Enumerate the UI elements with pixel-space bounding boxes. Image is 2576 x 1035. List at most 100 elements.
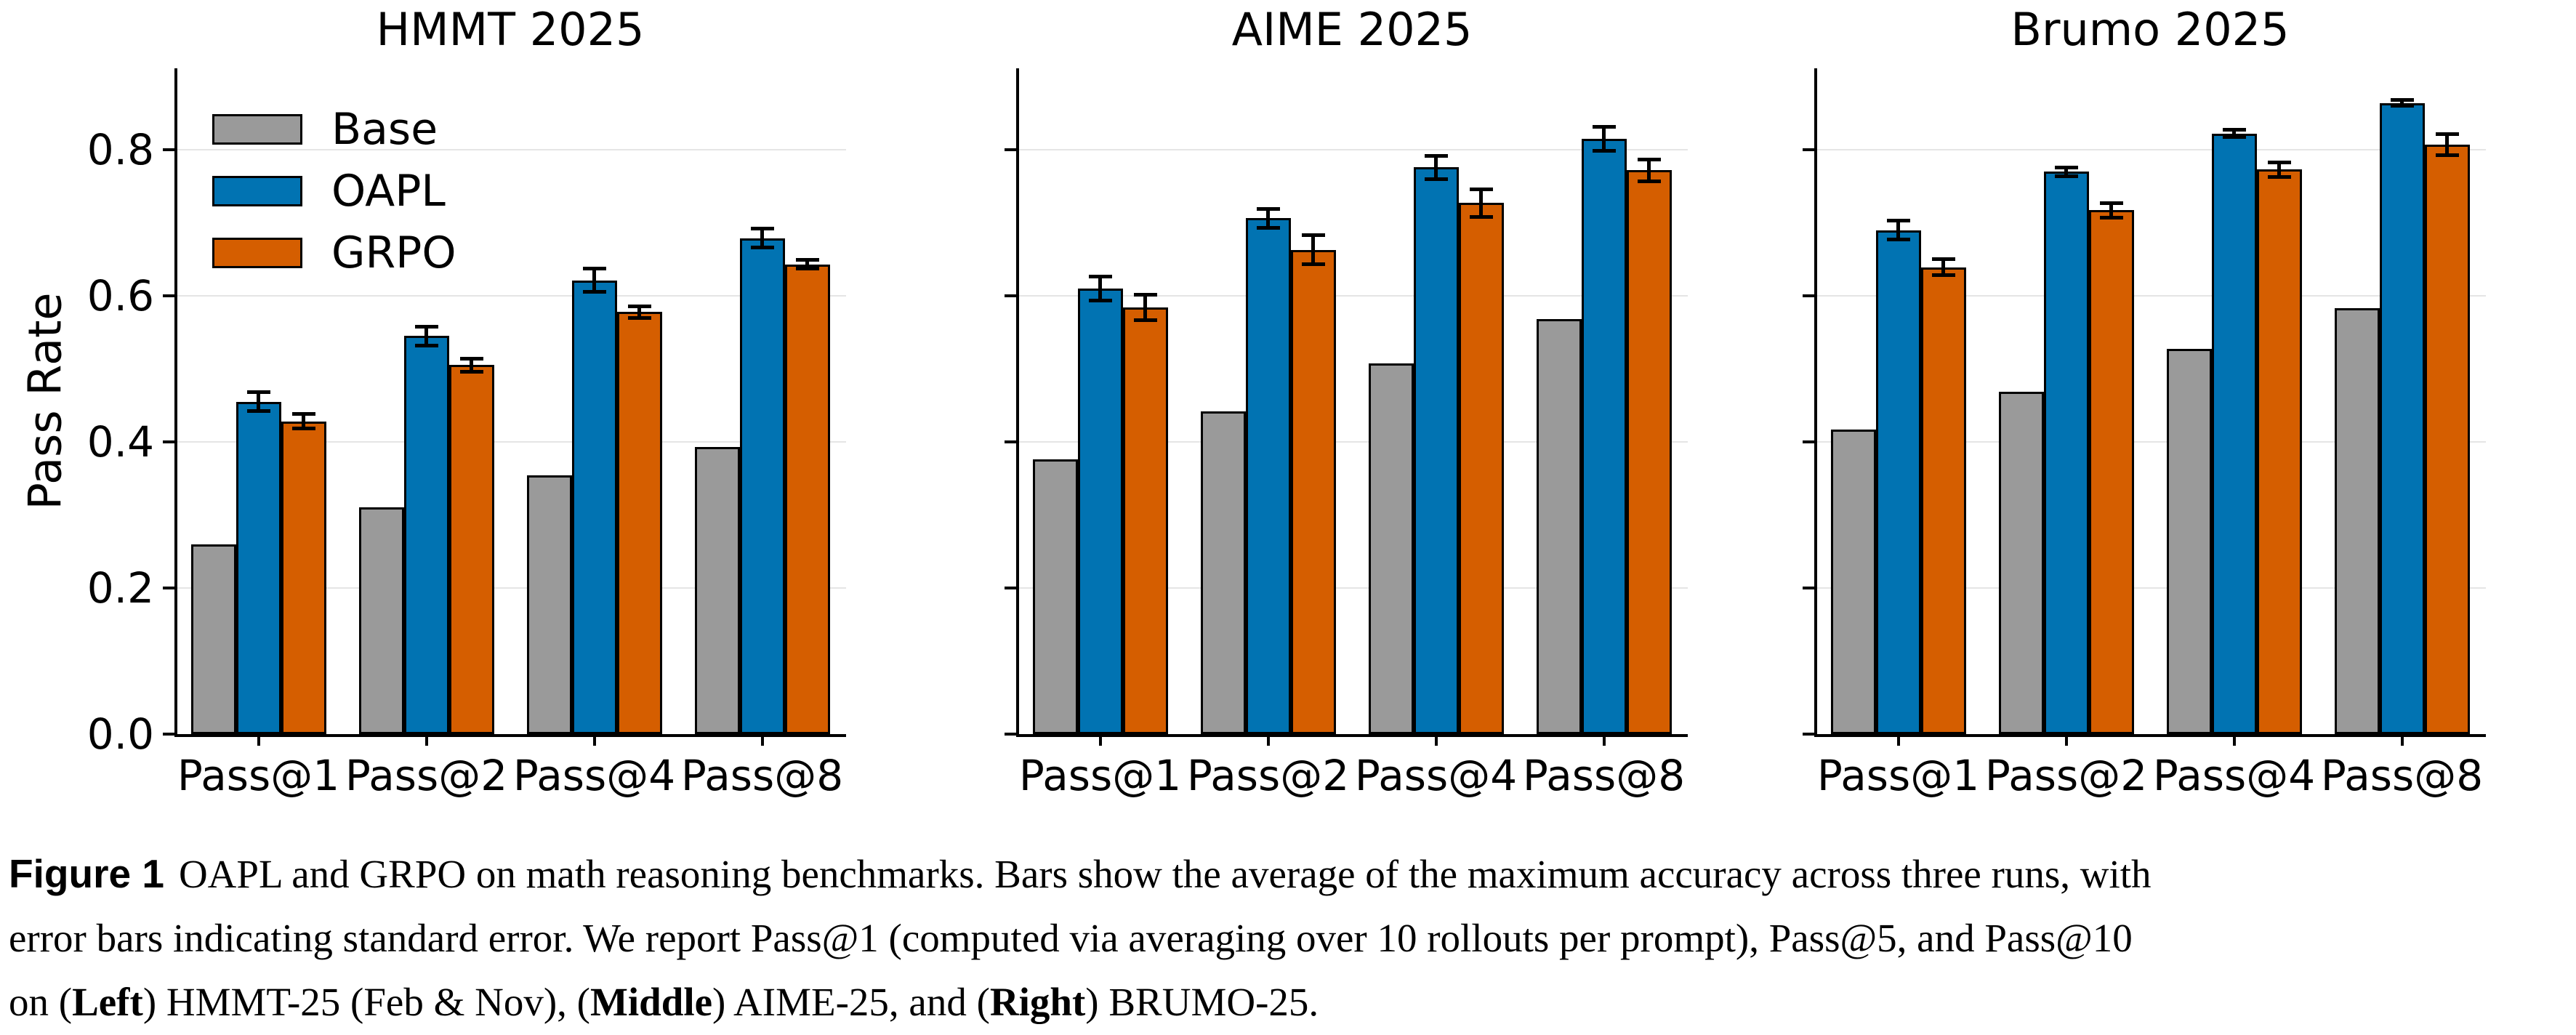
x-tick-label: Pass@1 xyxy=(1018,751,1182,800)
x-tick-label: Pass@8 xyxy=(680,751,844,800)
x-tick-label: Pass@8 xyxy=(1522,751,1686,800)
error-bar-cap xyxy=(1424,153,1448,158)
figure-label: Figure 1 xyxy=(9,851,164,896)
y-tick-label: 0.2 xyxy=(86,563,154,613)
x-tick-label: Pass@2 xyxy=(1984,751,2148,800)
y-axis-tick xyxy=(163,587,174,589)
chart-panel-aime-2025: AIME 2025 Pass@1 Pass@2 Pass@4 Pass@8 xyxy=(1005,0,1688,821)
error-bar-cap xyxy=(1469,214,1493,219)
legend-label: Base xyxy=(331,104,438,155)
y-axis-tick xyxy=(163,733,174,736)
x-axis-tick xyxy=(2400,734,2404,746)
error-bar xyxy=(2277,162,2281,177)
caption-text: ) BRUMO-25. xyxy=(1085,980,1319,1024)
legend-item-base: Base xyxy=(212,108,438,151)
x-tick-label: Pass@1 xyxy=(1816,751,1980,800)
error-bar-cap xyxy=(1931,273,1955,278)
caption-line: error bars indicating standard error. We… xyxy=(9,906,2570,970)
bar-base xyxy=(1536,319,1582,734)
legend-label: OAPL xyxy=(331,166,446,217)
y-axis-spine xyxy=(174,68,177,737)
x-axis-tick xyxy=(592,734,596,746)
gridline xyxy=(1016,441,1688,443)
error-bar-cap xyxy=(582,267,606,271)
error-bar-cap xyxy=(750,246,774,250)
x-axis-tick xyxy=(760,734,764,746)
bar-grpo xyxy=(2088,210,2134,734)
bar-grpo xyxy=(2256,169,2302,734)
legend-item-grpo: GRPO xyxy=(212,231,456,275)
legend-swatch-grpo xyxy=(212,238,302,268)
y-axis-tick xyxy=(1803,148,1814,151)
error-bar xyxy=(1098,276,1102,301)
error-bar-cap xyxy=(795,267,819,271)
error-bar xyxy=(2109,203,2113,218)
y-tick-label: 0.0 xyxy=(86,709,154,759)
y-axis-tick xyxy=(1803,294,1814,297)
error-bar xyxy=(1434,156,1438,180)
bar-oapl xyxy=(236,401,281,734)
error-bar xyxy=(1311,235,1315,265)
bar-oapl xyxy=(1875,230,1921,734)
chart-panel-brumo-2025: Brumo 2025 Pass@1 Pass@2 Pass@4 Pass@8 xyxy=(1803,0,2486,821)
bar-grpo xyxy=(448,365,494,734)
bar-oapl xyxy=(571,280,617,734)
caption-text: OAPL and GRPO on math reasoning benchmar… xyxy=(178,852,2152,896)
error-bar-cap xyxy=(2267,160,2291,164)
error-bar xyxy=(424,326,428,346)
bar-base xyxy=(2334,308,2380,734)
error-bar-cap xyxy=(1637,157,1661,161)
bar-oapl xyxy=(1077,288,1123,734)
figure-caption: Figure 1 OAPL and GRPO on math reasoning … xyxy=(9,842,2570,1034)
legend-swatch-base xyxy=(212,114,302,145)
y-axis-tick xyxy=(1005,148,1016,151)
y-tick-label: 0.8 xyxy=(86,125,154,174)
x-axis-tick xyxy=(1266,734,1270,746)
error-bar-cap xyxy=(1592,125,1616,129)
error-bar-cap xyxy=(2267,174,2291,179)
error-bar-cap xyxy=(2054,165,2078,169)
x-tick-label: Pass@1 xyxy=(177,751,340,800)
error-bar-cap xyxy=(627,304,651,308)
y-axis-tick xyxy=(1005,440,1016,443)
bar-oapl xyxy=(2379,102,2425,734)
legend-item-oapl: OAPL xyxy=(212,169,446,213)
error-bar-cap xyxy=(459,370,483,374)
bar-base xyxy=(526,475,572,734)
error-bar-cap xyxy=(1256,226,1280,230)
error-bar-cap xyxy=(1301,233,1325,238)
gridline xyxy=(1814,441,2486,443)
caption-text: ) AIME-25, and ( xyxy=(712,980,990,1024)
error-bar-cap xyxy=(1886,238,1910,242)
y-tick-label: 0.4 xyxy=(86,417,154,467)
error-bar-cap xyxy=(1931,257,1955,262)
bar-base xyxy=(1200,411,1246,734)
error-bar xyxy=(1896,220,1900,240)
error-bar-cap xyxy=(246,390,270,395)
y-axis-spine xyxy=(1016,68,1019,737)
caption-text: ) HMMT-25 (Feb & Nov), ( xyxy=(142,980,590,1024)
gridline xyxy=(174,149,846,150)
x-axis-spine xyxy=(1016,734,1688,737)
error-bar-cap xyxy=(246,409,270,414)
y-axis-tick xyxy=(1803,587,1814,589)
error-bar-cap xyxy=(414,343,438,347)
caption-text: error bars indicating standard error. We… xyxy=(9,916,2133,960)
error-bar xyxy=(637,306,641,318)
y-axis-spine xyxy=(1814,68,1817,737)
bar-base xyxy=(190,544,236,734)
error-bar xyxy=(470,358,473,372)
x-axis-tick xyxy=(424,734,428,746)
bar-base xyxy=(358,507,404,734)
bar-oapl xyxy=(739,238,785,734)
bar-grpo xyxy=(1458,203,1504,734)
bar-base xyxy=(1032,459,1078,734)
error-bar-cap xyxy=(1256,206,1280,211)
error-bar xyxy=(257,392,260,411)
bar-oapl xyxy=(1413,167,1459,734)
error-bar-cap xyxy=(1592,148,1616,153)
error-bar-cap xyxy=(627,315,651,320)
error-bar xyxy=(1143,294,1147,321)
gridline xyxy=(1016,295,1688,297)
error-bar xyxy=(805,259,809,269)
